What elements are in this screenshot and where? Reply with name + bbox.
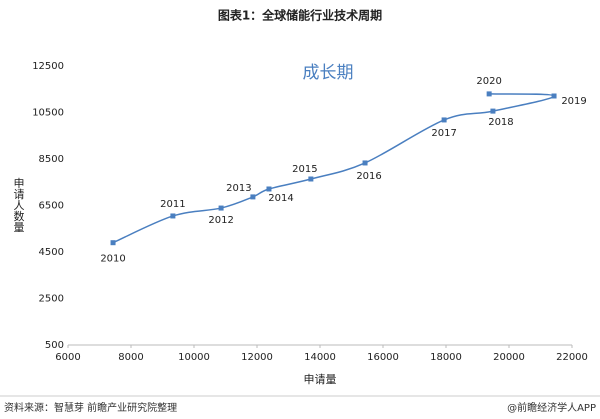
x-tick-label: 8000 [118, 352, 143, 363]
point-label: 2018 [488, 117, 513, 128]
y-tick-label: 10500 [32, 108, 64, 119]
point-label: 2020 [476, 76, 501, 87]
point-label: 2011 [160, 199, 185, 210]
point [486, 91, 492, 97]
x-axis-label: 申请量 [304, 373, 337, 386]
x-tick-label: 18000 [430, 352, 462, 363]
point-label: 2017 [431, 128, 456, 139]
source: 资料来源：智慧芽 前瞻产业研究院整理 [4, 401, 177, 414]
point [218, 205, 224, 211]
point [490, 108, 496, 114]
series-line [112, 93, 555, 244]
point-label: 2019 [561, 96, 586, 107]
y-tick-label: 6500 [39, 201, 64, 212]
point-label: 2014 [268, 193, 293, 204]
point [308, 176, 314, 182]
y-tick-label: 8500 [39, 154, 64, 165]
point-label: 2013 [226, 183, 251, 194]
credit: @前瞻经济学人APP [507, 401, 596, 414]
y-axis-label: 申请人数量 [12, 177, 25, 232]
point-label: 2010 [100, 254, 125, 265]
y-tick-label: 2500 [39, 294, 64, 305]
x-tick-label: 10000 [178, 352, 210, 363]
x-tick-label: 16000 [367, 352, 399, 363]
x-tick-label: 20000 [493, 352, 525, 363]
point [250, 194, 256, 200]
annotation: 成长期 [303, 63, 354, 83]
point [110, 240, 116, 246]
y-tick-label: 12500 [32, 61, 64, 72]
point [362, 160, 368, 166]
x-tick-label: 22000 [556, 352, 588, 363]
x-tick-label: 6000 [55, 352, 80, 363]
point [441, 117, 447, 123]
x-tick-label: 14000 [304, 352, 336, 363]
point [170, 213, 176, 219]
point-label: 2015 [292, 164, 317, 175]
x-tick-label: 12000 [241, 352, 273, 363]
y-tick-label: 4500 [39, 247, 64, 258]
chart-title: 图表1：全球储能行业技术周期 [218, 8, 382, 23]
point-label: 2012 [208, 215, 233, 226]
point [266, 186, 272, 192]
point [551, 93, 557, 99]
y-tick-label: 500 [45, 340, 64, 351]
point-label: 2016 [356, 171, 381, 182]
